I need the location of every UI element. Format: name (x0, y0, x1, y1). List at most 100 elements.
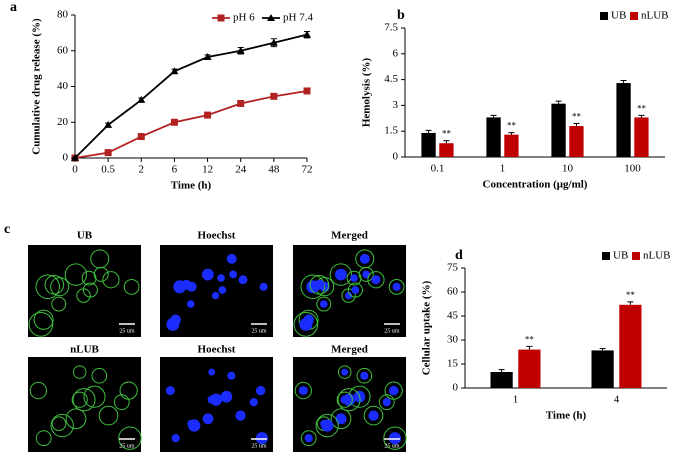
legend-label: pH 6 (233, 12, 255, 24)
significance-label: ** (442, 129, 452, 139)
scale-bar-label: 25 um (119, 443, 135, 449)
membrane (384, 381, 403, 400)
nucleus (371, 275, 381, 285)
y-tick-label: 1.5 (384, 125, 398, 137)
nucleus (255, 432, 269, 445)
nucleus (392, 282, 401, 291)
legend-swatch (600, 12, 608, 20)
membrane (294, 381, 312, 400)
x-axis-title: Concentration (μg/ml) (483, 179, 588, 191)
x-tick-label: 48 (268, 164, 280, 176)
membrane (330, 408, 352, 430)
marker (104, 120, 113, 128)
nucleus (341, 368, 349, 376)
x-tick-label: 100 (624, 163, 641, 175)
nucleus (255, 385, 266, 396)
nucleus (351, 286, 360, 294)
series-line (74, 33, 308, 159)
nucleus (321, 419, 334, 432)
nucleus (314, 279, 325, 290)
nucleus (171, 434, 180, 443)
image-bg (28, 357, 141, 452)
panel-label: a (10, 0, 17, 15)
nucleus (229, 270, 238, 279)
nucleus (298, 386, 308, 396)
error-bar (573, 122, 580, 127)
scale-bar-label: 25 um (384, 443, 400, 449)
marker (303, 87, 311, 95)
membrane (337, 365, 352, 379)
nucleus (319, 300, 328, 308)
scale-bar-label: 25 um (119, 328, 135, 334)
membrane (35, 274, 60, 299)
panel-label: b (397, 8, 405, 23)
legend-swatch (630, 12, 638, 20)
error-bar (490, 114, 497, 118)
nucleus (359, 253, 370, 264)
marker (270, 92, 278, 100)
nucleus (217, 274, 225, 282)
membrane (363, 405, 384, 426)
nucleus (166, 317, 180, 331)
membrane (367, 271, 385, 289)
bar (551, 103, 566, 157)
micrograph: 25 um (160, 357, 273, 452)
nucleus (238, 275, 248, 285)
nucleus (235, 410, 246, 421)
image-title: Hoechst (198, 230, 236, 242)
y-tick-label: 15 (447, 358, 459, 370)
error-bar (425, 129, 432, 133)
membrane (51, 416, 67, 431)
nucleus (368, 410, 379, 421)
y-axis-title: Cellular uptake (%) (421, 280, 433, 375)
micrograph: 25 um (293, 357, 407, 452)
legend-label: UB (611, 10, 626, 22)
error-bar (526, 345, 533, 350)
legend-swatch (632, 252, 640, 260)
marker (204, 111, 212, 119)
membrane (383, 426, 407, 450)
nucleus (334, 268, 347, 281)
error-bar (627, 301, 634, 305)
membrane (64, 263, 88, 286)
membrane (293, 312, 319, 337)
error-bar (599, 347, 606, 351)
x-tick-label: 2 (139, 164, 145, 176)
significance-label: ** (637, 103, 647, 113)
marker (267, 14, 275, 21)
nucleus (208, 368, 216, 376)
y-tick-label: 40 (57, 80, 69, 92)
membrane (336, 391, 353, 408)
x-tick-label: 0.5 (101, 164, 115, 176)
membrane (83, 385, 106, 408)
x-tick-label: 4 (614, 394, 620, 406)
y-tick-label: 7.5 (384, 22, 398, 34)
nucleus (299, 317, 313, 331)
bar (616, 83, 631, 157)
nucleus (259, 282, 268, 291)
y-tick-label: 30 (447, 334, 459, 346)
membrane (102, 271, 120, 289)
error-bar (443, 140, 450, 144)
x-tick-label: 10 (562, 163, 574, 175)
y-tick-label: 0 (453, 382, 459, 394)
legend-label: pH 7.4 (283, 12, 313, 24)
membrane (82, 282, 98, 298)
membrane (33, 309, 54, 330)
nucleus (382, 398, 391, 407)
x-axis-title: Time (h) (171, 180, 212, 192)
bar (439, 143, 454, 157)
membrane (378, 394, 395, 411)
membrane (329, 263, 353, 286)
membrane (72, 365, 87, 379)
membrane (118, 426, 142, 450)
y-tick-label: 20 (57, 116, 69, 128)
scale-bar-label: 25 um (251, 443, 267, 449)
x-tick-label: 12 (202, 164, 213, 176)
nucleus (227, 371, 236, 380)
membrane (309, 275, 330, 295)
error-bar (638, 114, 645, 118)
y-tick-label: 60 (57, 44, 69, 56)
error-bar (620, 79, 627, 84)
